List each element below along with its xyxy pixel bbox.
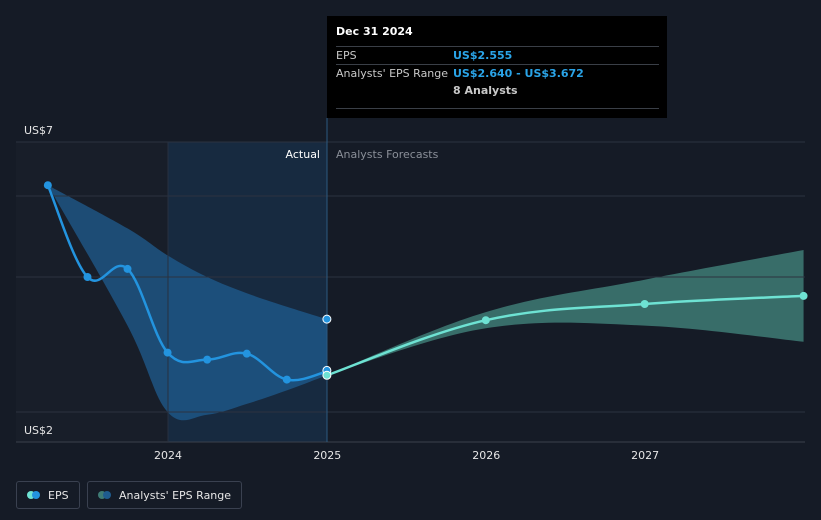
tooltip-range-value: US$2.640 - US$3.672 [453, 67, 584, 80]
eps-actual-point [43, 181, 52, 190]
eps-forecast-point [640, 300, 649, 308]
eps-actual-point [83, 273, 92, 281]
forecast-range-band [326, 250, 804, 376]
eps-tooltip: Dec 31 2024 EPS US$2.555 Analysts' EPS R… [327, 16, 667, 118]
legend-analyst-range[interactable]: Analysts' EPS Range [87, 481, 243, 509]
eps-actual-point [163, 348, 172, 357]
legend-eps-label: EPS [48, 488, 69, 502]
x-tick-label: 2026 [472, 449, 500, 462]
eps-actual-point [242, 349, 251, 358]
tooltip-date: Dec 31 2024 [336, 25, 413, 38]
eps-forecast-dot-icon [27, 491, 35, 499]
eps-actual-point [203, 355, 212, 364]
y-tick-top-label: US$7 [24, 124, 53, 137]
range-actual-dot-icon [103, 491, 111, 499]
actual-section-label: Actual [286, 148, 320, 161]
range-forecast-dot-icon [98, 491, 106, 499]
tooltip-eps-label: EPS [336, 49, 357, 62]
legend-eps[interactable]: EPS [16, 481, 80, 509]
legend-range-label: Analysts' EPS Range [119, 488, 232, 502]
eps-actual-point [123, 264, 132, 273]
eps-forecast-line [326, 294, 804, 377]
eps-actual-dot-icon [32, 491, 40, 499]
tooltip-range-label: Analysts' EPS Range [336, 67, 449, 80]
forecast-section-label: Analysts Forecasts [336, 148, 439, 161]
eps-estimate-point [322, 314, 332, 324]
eps-forecast-point [481, 316, 490, 325]
x-tick-label: 2024 [154, 449, 182, 462]
eps-actual-point [282, 375, 291, 384]
eps-forecast-point [322, 370, 332, 380]
actual-range-band [47, 185, 327, 421]
x-tick-label: 2027 [631, 449, 659, 462]
tooltip-analyst-count: 8 Analysts [453, 84, 518, 97]
y-tick-bottom-label: US$2 [24, 424, 53, 437]
eps-forecast-point [799, 291, 808, 300]
tooltip-eps-value: US$2.555 [453, 49, 513, 62]
x-tick-label: 2025 [313, 449, 341, 462]
